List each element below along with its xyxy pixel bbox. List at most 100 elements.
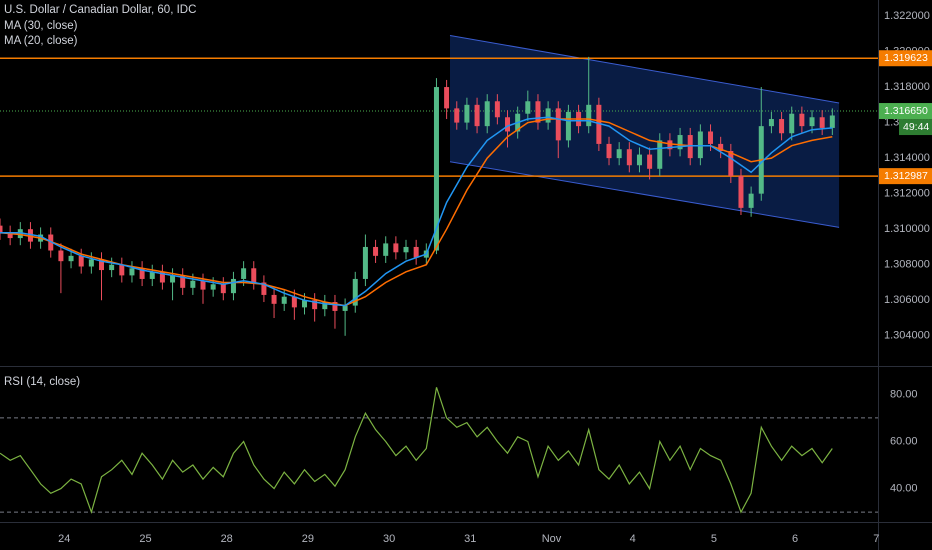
- candle-body: [68, 255, 74, 262]
- candle-body: [738, 175, 744, 208]
- legend-entry[interactable]: MA (30, close): [4, 20, 78, 32]
- candle-body: [779, 119, 785, 134]
- moving-average: [0, 116, 833, 307]
- candle-body: [230, 278, 236, 294]
- candle-body: [322, 302, 328, 310]
- candle-body: [454, 108, 460, 123]
- candle-body: [27, 229, 33, 242]
- y-tick-label: 1.310000: [884, 223, 930, 235]
- candle-body: [251, 268, 257, 283]
- candle-body: [403, 246, 409, 253]
- y-tick-label: 1.322000: [884, 10, 930, 22]
- legend-entry[interactable]: MA (20, close): [4, 35, 78, 47]
- candle-body: [444, 87, 450, 109]
- level-badge: [879, 168, 932, 185]
- candle-body: [291, 296, 297, 308]
- candle-body: [170, 275, 176, 283]
- last-price-badge: [879, 103, 932, 120]
- candle-body: [180, 275, 186, 288]
- last-price-label: 1.316650: [884, 105, 928, 117]
- y-tick-label: 1.304000: [884, 330, 930, 342]
- x-tick-label: Nov: [542, 533, 562, 545]
- candle-body: [312, 300, 318, 310]
- candle-body: [657, 140, 663, 169]
- candle-body: [484, 101, 490, 127]
- x-tick-label: 29: [302, 533, 314, 545]
- candle-body: [545, 108, 551, 123]
- candle-body: [373, 246, 379, 256]
- candle-body: [464, 104, 470, 123]
- candle-body: [393, 243, 399, 253]
- chart-title: U.S. Dollar / Canadian Dollar, 60, IDC: [4, 4, 196, 16]
- candle-body: [109, 264, 115, 271]
- candle-body: [555, 108, 561, 141]
- candle-body: [352, 278, 358, 306]
- y-tick-label: 40.00: [890, 482, 918, 494]
- y-tick-label: 1.318000: [884, 81, 930, 93]
- candle-body: [271, 294, 277, 304]
- candle-body: [626, 149, 632, 166]
- x-tick-label: 7: [873, 533, 879, 545]
- candle-body: [636, 154, 642, 166]
- candle-body: [58, 250, 64, 262]
- candle-body: [7, 232, 13, 239]
- candle-body: [99, 259, 105, 271]
- candle-body: [0, 225, 3, 233]
- candle-body: [728, 151, 734, 176]
- level-badge: [879, 50, 932, 67]
- y-tick-label: 1.314000: [884, 152, 930, 164]
- candle-body: [129, 268, 135, 276]
- candle-body: [687, 135, 693, 159]
- candle-body: [48, 234, 54, 251]
- candle-body: [261, 282, 267, 295]
- countdown-badge: [899, 119, 932, 136]
- x-tick-label: 28: [221, 533, 233, 545]
- candle-body: [494, 101, 500, 118]
- x-tick-label: 6: [792, 533, 798, 545]
- candle-body: [647, 154, 653, 169]
- y-tick-label: 1.312000: [884, 188, 930, 200]
- candle-body: [677, 135, 683, 150]
- candle-body: [210, 284, 216, 290]
- candle-body: [535, 101, 541, 123]
- candle-body: [596, 104, 602, 144]
- y-tick-label: 80.00: [890, 388, 918, 400]
- candle-body: [799, 113, 805, 127]
- price-pane: [0, 35, 878, 336]
- candle-body: [383, 243, 389, 256]
- candle-body: [565, 111, 571, 141]
- candle-body: [149, 271, 155, 279]
- rsi-title[interactable]: RSI (14, close): [4, 376, 80, 388]
- countdown-label: 49:44: [903, 121, 929, 133]
- level-label: 1.319623: [884, 52, 928, 64]
- candle-body: [78, 255, 84, 267]
- y-tick-label: 1.308000: [884, 259, 930, 271]
- candle-body: [200, 280, 206, 290]
- candle-body: [119, 264, 125, 276]
- candle-body: [616, 149, 622, 159]
- candle-body: [220, 284, 226, 294]
- candle-body: [332, 302, 338, 311]
- candle-body: [190, 280, 196, 288]
- x-tick-label: 25: [139, 533, 151, 545]
- candle-body: [505, 117, 511, 132]
- channel-line: [449, 161, 840, 228]
- x-tick-label: 4: [630, 533, 636, 545]
- candle-body: [362, 246, 368, 279]
- rsi-pane: [0, 387, 878, 515]
- candle-body: [433, 87, 439, 251]
- candle-body: [413, 246, 419, 258]
- candle-body: [88, 259, 94, 267]
- candle-body: [474, 104, 480, 127]
- candle-body: [809, 117, 815, 127]
- channel-line: [449, 35, 840, 104]
- candle-body: [768, 119, 774, 127]
- candle-body: [302, 300, 308, 308]
- candle-body: [829, 115, 835, 128]
- candle-body: [789, 113, 795, 134]
- candle-body: [667, 140, 673, 150]
- axes: 1.3220001.3200001.3180001.3160001.314000…: [58, 10, 932, 545]
- candle-body: [697, 131, 703, 159]
- candle-body: [718, 143, 724, 152]
